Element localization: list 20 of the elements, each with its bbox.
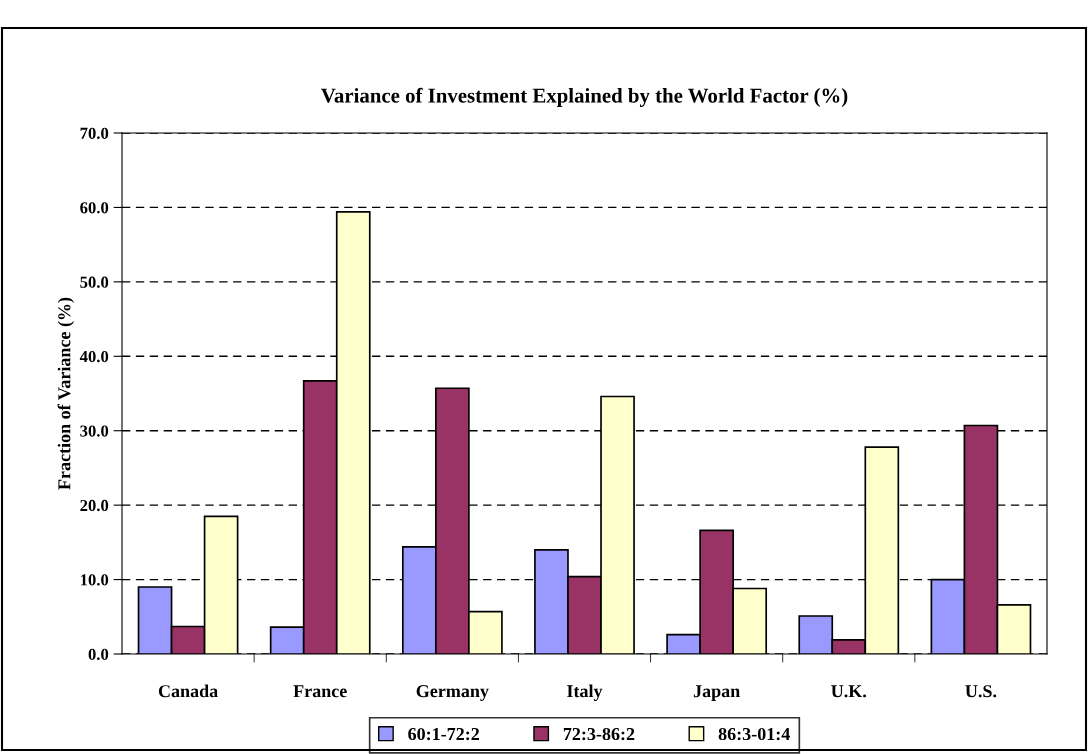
legend-label: 86:3-01:4 <box>718 727 790 741</box>
y-tick-label: 0.0 <box>88 648 109 661</box>
x-tick-label: U.K. <box>831 685 867 698</box>
y-tick-label: 10.0 <box>80 574 109 586</box>
legend-label: 72:3-86:2 <box>563 727 635 741</box>
y-tick-label: 20.0 <box>80 499 109 512</box>
y-tick-label: 60.0 <box>80 202 109 214</box>
x-tick-label: Italy <box>567 684 603 701</box>
x-tick-label: France <box>293 685 347 698</box>
y-tick-label: 50.0 <box>80 276 109 288</box>
x-tick-label: Japan <box>693 685 740 701</box>
chart-title: Variance of Investment Explained by the World Factor (%) <box>321 87 848 107</box>
legend-label: 60:1-72:2 <box>408 727 480 741</box>
y-tick-label: 40.0 <box>79 350 109 363</box>
x-tick-label: Germany <box>416 685 489 701</box>
x-tick-label: Canada <box>158 684 218 698</box>
y-tick-label: 30.0 <box>80 425 109 437</box>
x-tick-label: U.S. <box>965 685 997 698</box>
y-tick-label: 70.0 <box>80 127 109 140</box>
y-axis-title: Fraction of Variance (%) <box>57 297 75 490</box>
